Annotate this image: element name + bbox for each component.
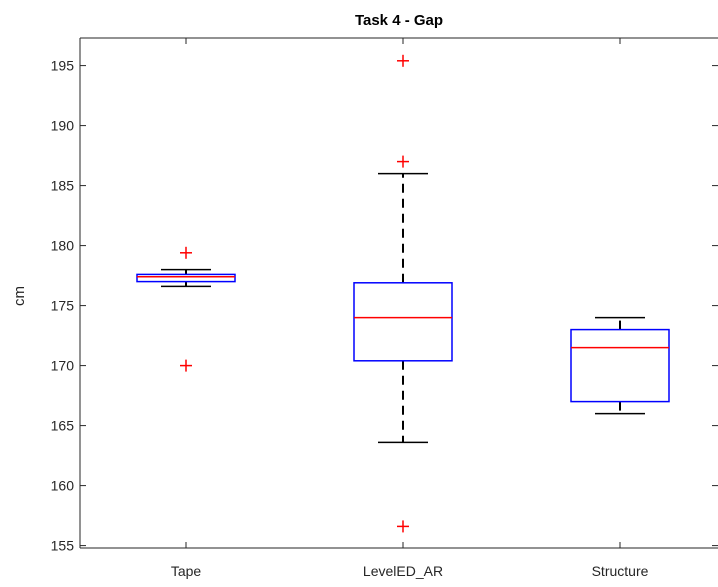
chart-title: Task 4 - Gap bbox=[355, 12, 443, 29]
y-tick-label: 190 bbox=[51, 118, 75, 134]
x-tick-label: Structure bbox=[592, 563, 649, 579]
y-tick-label: 180 bbox=[51, 238, 75, 254]
y-tick-label: 175 bbox=[51, 298, 75, 314]
y-axis-label: cm bbox=[11, 286, 28, 306]
plot-area: 155 160 165 170 175 180 185 190 195 Tape LevelED_A… bbox=[51, 37, 718, 579]
y-tick-label: 185 bbox=[51, 178, 75, 194]
x-tick-label: Tape bbox=[171, 563, 202, 579]
y-tick-label: 195 bbox=[51, 58, 75, 74]
box-iqr bbox=[136, 273, 236, 283]
y-tick-label: 170 bbox=[51, 358, 75, 374]
x-tick-label: LevelED_AR bbox=[363, 563, 443, 579]
y-tick-label: 160 bbox=[51, 478, 75, 494]
y-tick-label: 165 bbox=[51, 418, 75, 434]
y-tick-label: 155 bbox=[51, 538, 75, 554]
box-iqr bbox=[570, 328, 670, 403]
box-iqr bbox=[353, 282, 453, 362]
